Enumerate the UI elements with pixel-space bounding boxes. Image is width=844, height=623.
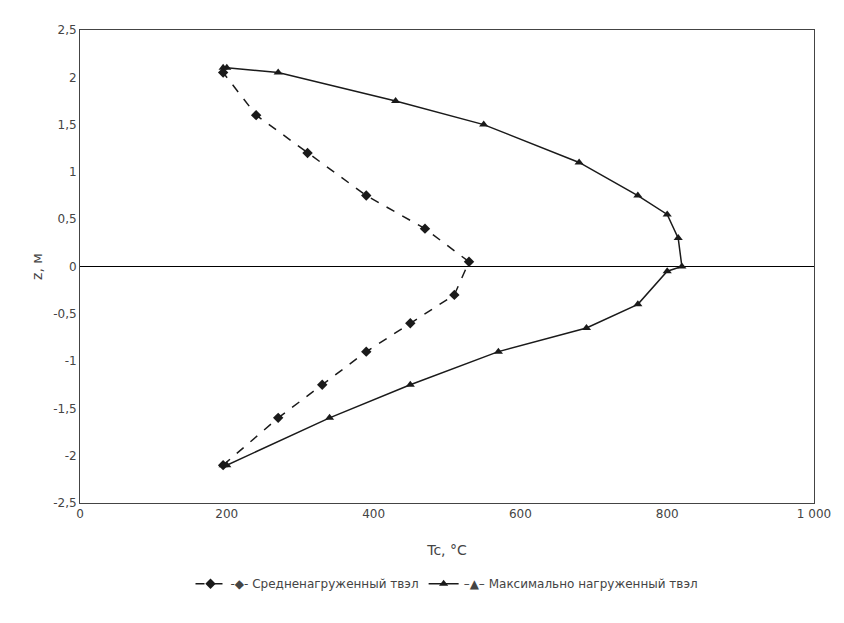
svg-text:-0,5: -0,5 xyxy=(53,307,76,321)
svg-text:–▲– Максимально нагруженный тв: –▲– Максимально нагруженный твэл xyxy=(464,577,698,591)
svg-text:1: 1 xyxy=(69,165,77,179)
svg-text:Tc, °C: Tc, °C xyxy=(426,542,467,558)
svg-text:0: 0 xyxy=(76,507,84,521)
svg-text:-1: -1 xyxy=(65,354,77,368)
svg-text:1,5: 1,5 xyxy=(58,118,77,132)
svg-text:-1,5: -1,5 xyxy=(53,402,76,416)
svg-text:-2,5: -2,5 xyxy=(53,496,76,510)
svg-text:0: 0 xyxy=(69,260,77,274)
svg-text:-2: -2 xyxy=(65,449,77,463)
svg-text:0,5: 0,5 xyxy=(58,212,77,226)
svg-text:-◆- Средненагруженный твэл: -◆- Средненагруженный твэл xyxy=(231,577,419,591)
svg-text:2,5: 2,5 xyxy=(58,23,77,37)
svg-text:800: 800 xyxy=(656,507,679,521)
svg-text:400: 400 xyxy=(362,507,385,521)
svg-text:2: 2 xyxy=(69,71,77,85)
svg-text:z, м: z, м xyxy=(29,253,45,280)
svg-text:600: 600 xyxy=(509,507,532,521)
svg-text:1 000: 1 000 xyxy=(797,507,831,521)
svg-text:200: 200 xyxy=(215,507,238,521)
